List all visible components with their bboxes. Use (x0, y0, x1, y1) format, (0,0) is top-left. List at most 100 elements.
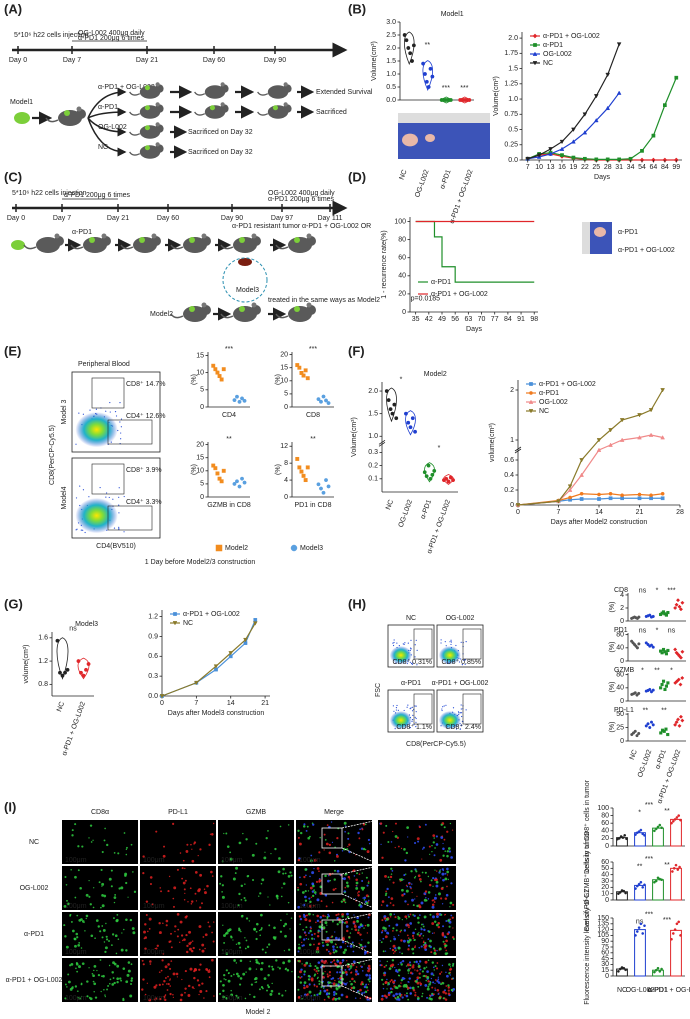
point (677, 604, 682, 609)
tumor-photo (402, 133, 418, 147)
event-dot (414, 656, 416, 658)
point (63, 670, 67, 675)
signal (324, 893, 328, 897)
point (659, 731, 663, 735)
signal (149, 882, 153, 886)
day-label: Day 90 (264, 57, 286, 64)
signal (435, 835, 438, 838)
signal (277, 966, 279, 968)
signal (304, 932, 306, 934)
signal (390, 897, 394, 900)
signal (179, 920, 183, 924)
y-tick-label: 0 (605, 973, 609, 980)
signal (438, 992, 440, 994)
mouse-tail (194, 91, 206, 96)
signal (254, 981, 256, 984)
signal (354, 928, 358, 932)
note: α-PD1 + OG-L002 OR (302, 223, 371, 230)
annotation: * (656, 588, 659, 595)
signal (66, 899, 68, 902)
mouse-tail (120, 244, 134, 250)
signal (64, 876, 67, 879)
signal (409, 986, 412, 990)
point (316, 397, 321, 402)
signal (63, 924, 66, 927)
signal (353, 980, 356, 983)
mouse-tail (129, 111, 141, 116)
signal (433, 969, 435, 971)
signal (142, 978, 145, 981)
signal (313, 994, 316, 997)
point (404, 38, 409, 43)
outcome: Sacrificed on Day 32 (188, 149, 253, 156)
signal (361, 946, 364, 949)
signal (172, 996, 174, 999)
point (605, 72, 611, 78)
signal (144, 936, 147, 939)
signal (346, 884, 350, 888)
point (597, 497, 601, 501)
signal (299, 882, 303, 886)
signal (355, 966, 358, 968)
signal (323, 998, 326, 1001)
signal (308, 912, 311, 916)
signal (201, 949, 205, 953)
signal (396, 995, 400, 999)
signal (130, 963, 133, 966)
signal (319, 915, 323, 919)
signal (169, 967, 172, 970)
signal (331, 901, 334, 904)
point (215, 544, 223, 552)
signal (354, 898, 357, 900)
signal (423, 940, 425, 942)
signal (127, 969, 131, 973)
signal (258, 988, 261, 991)
signal (361, 970, 364, 972)
point (654, 879, 658, 883)
signal (77, 944, 81, 947)
signal (444, 897, 448, 900)
micrograph (296, 866, 372, 910)
point (240, 476, 244, 481)
point (213, 367, 218, 372)
signal (313, 932, 316, 935)
signal (108, 940, 110, 942)
signal (79, 886, 82, 890)
signal (325, 905, 328, 908)
signal (448, 925, 451, 928)
signal (167, 890, 170, 893)
signal (318, 870, 320, 873)
signal (440, 877, 442, 879)
tumor (239, 306, 245, 312)
y-tick-label: 5 (200, 481, 204, 488)
point (666, 648, 670, 653)
point (637, 691, 641, 695)
signal (447, 919, 450, 922)
day-label: Day 0 (7, 215, 25, 222)
event-dot (123, 531, 125, 533)
event-dot (95, 408, 97, 410)
signal (325, 948, 328, 951)
signal (204, 891, 207, 895)
event-dot (414, 644, 416, 646)
signal (329, 974, 331, 977)
signal (332, 945, 335, 948)
signal (261, 878, 265, 882)
signal (358, 873, 361, 876)
y-tick-label: 45 (601, 955, 609, 962)
point (394, 416, 399, 421)
signal (425, 979, 428, 982)
signal (382, 983, 385, 985)
signal (346, 982, 348, 984)
point (321, 394, 326, 399)
mouse-head (283, 84, 292, 93)
signal (446, 885, 448, 888)
signal (425, 966, 428, 968)
signal (80, 995, 83, 998)
point (616, 42, 622, 47)
signal (278, 967, 282, 970)
point (421, 61, 426, 66)
signal (313, 968, 316, 971)
signal (76, 970, 79, 973)
signal (191, 986, 194, 989)
